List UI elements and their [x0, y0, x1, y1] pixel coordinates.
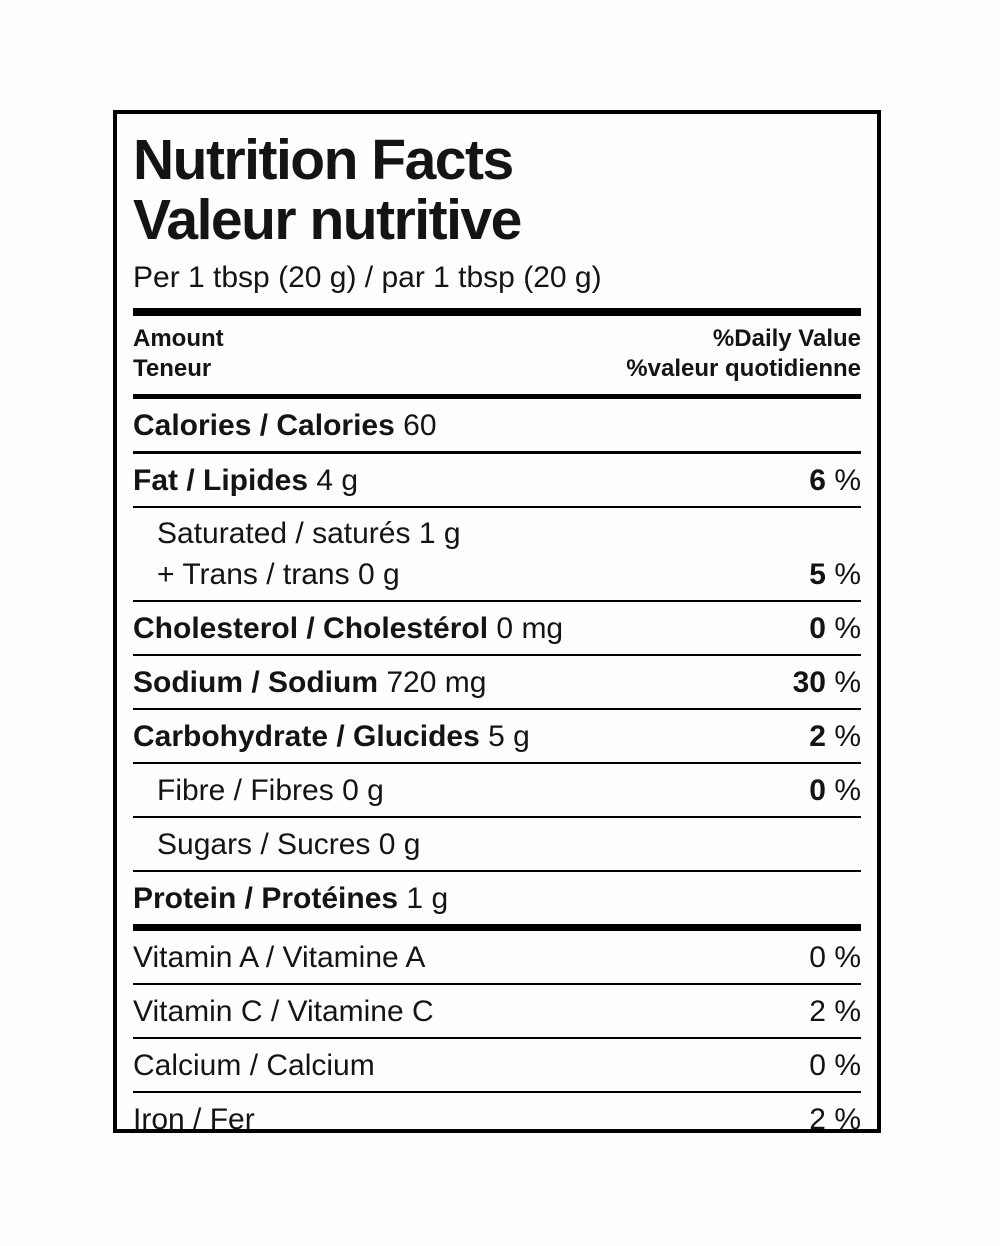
row-calories: Calories / Calories 60 — [133, 399, 861, 454]
carbohydrate-daily-value: 2 % — [809, 719, 861, 754]
iron-daily-value: 2 % — [809, 1102, 861, 1133]
saturated-line: Saturated / saturés 1 g — [157, 516, 461, 551]
carbohydrate-name-bold: Carbohydrate / Glucides — [133, 720, 480, 753]
vitamin-a-daily-value-number: 0 — [809, 941, 826, 974]
carbohydrate-amount: 5 g — [488, 720, 530, 753]
trans-line: + Trans / trans 0 g — [157, 557, 461, 592]
label-title-fr: Valeur nutritive — [133, 188, 522, 252]
daily-value-header: %Daily Value %valeur quotidienne — [626, 324, 861, 384]
carbohydrate-name: Carbohydrate / Glucides 5 g — [133, 719, 530, 754]
amount-header-fr: Teneur — [133, 355, 212, 382]
percent-sign: % — [834, 612, 861, 645]
fibre-name-text: Fibre / Fibres — [157, 774, 334, 807]
row-sodium: Sodium / Sodium 720 mg 30 % — [133, 656, 861, 710]
fat-daily-value-number: 6 — [809, 464, 826, 497]
row-fat: Fat / Lipides 4 g 6 % — [133, 454, 861, 508]
vitamin-c-name: Vitamin C / Vitamine C — [133, 995, 434, 1028]
row-sugars: Sugars / Sucres 0 g — [133, 818, 861, 872]
fat-name-bold: Fat / Lipides — [133, 464, 309, 497]
sugars-amount: 0 g — [378, 828, 421, 861]
vitamin-c-daily-value: 2 % — [809, 994, 861, 1029]
sodium-daily-value-number: 30 — [792, 666, 826, 699]
calcium-name: Calcium / Calcium — [133, 1049, 375, 1082]
row-cholesterol: Cholesterol / Cholestérol 0 mg 0 % — [133, 602, 861, 656]
fibre-name: Fibre / Fibres 0 g — [133, 773, 384, 808]
percent-sign: % — [834, 720, 861, 753]
percent-sign: % — [834, 558, 861, 591]
iron-daily-value-number: 2 — [809, 1103, 826, 1133]
sugars-name-text: Sugars / Sucres — [157, 828, 371, 861]
percent-sign: % — [834, 1103, 861, 1133]
saturated-amount: 1 g — [418, 517, 461, 550]
trans-name: + Trans / trans — [157, 558, 350, 591]
sugars-name: Sugars / Sucres 0 g — [133, 827, 421, 862]
cholesterol-amount: 0 mg — [496, 612, 564, 645]
row-carbohydrate: Carbohydrate / Glucides 5 g 2 % — [133, 710, 861, 764]
row-vitamin-a: Vitamin A / Vitamine A 0 % — [133, 931, 861, 985]
percent-sign: % — [834, 995, 861, 1028]
row-iron: Iron / Fer 2 % — [133, 1093, 861, 1133]
calcium-daily-value-number: 0 — [809, 1049, 826, 1082]
row-fibre: Fibre / Fibres 0 g 0 % — [133, 764, 861, 818]
sodium-amount: 720 mg — [386, 666, 487, 699]
saturated-name: Saturated / saturés — [157, 517, 411, 550]
cholesterol-name-bold: Cholesterol / Cholestérol — [133, 612, 489, 645]
fibre-daily-value: 0 % — [809, 773, 861, 808]
separator-thick-top — [133, 308, 861, 316]
calories-name-bold: Calories / Calories — [133, 409, 395, 442]
calories-name: Calories / Calories 60 — [133, 408, 437, 443]
row-vitamin-c: Vitamin C / Vitamine C 2 % — [133, 985, 861, 1039]
percent-sign: % — [834, 1049, 861, 1082]
trans-amount: 0 g — [357, 558, 400, 591]
serving-size: Per 1 tbsp (20 g) / par 1 tbsp (20 g) — [133, 261, 602, 294]
cholesterol-daily-value: 0 % — [809, 611, 861, 646]
sodium-daily-value: 30 % — [793, 665, 861, 700]
label-title-en: Nutrition Facts — [133, 128, 514, 192]
label-title: Nutrition Facts Valeur nutritive — [133, 130, 861, 250]
percent-sign: % — [834, 774, 861, 807]
amount-header-en: Amount — [133, 325, 224, 352]
calcium-daily-value: 0 % — [809, 1048, 861, 1083]
cholesterol-name: Cholesterol / Cholestérol 0 mg — [133, 611, 563, 646]
vitamin-c-daily-value-number: 2 — [809, 995, 826, 1028]
separator-medium-header — [133, 394, 861, 399]
row-calcium: Calcium / Calcium 0 % — [133, 1039, 861, 1093]
percent-sign: % — [834, 941, 861, 974]
protein-amount: 1 g — [406, 882, 449, 915]
amount-header: Amount Teneur — [133, 324, 224, 384]
iron-name: Iron / Fer — [133, 1103, 255, 1133]
saturated-trans-names: Saturated / saturés 1 g + Trans / trans … — [133, 516, 461, 592]
carbohydrate-daily-value-number: 2 — [809, 720, 826, 753]
daily-value-header-fr: %valeur quotidienne — [626, 355, 861, 382]
fat-name: Fat / Lipides 4 g — [133, 463, 358, 498]
vitamin-a-daily-value: 0 % — [809, 940, 861, 975]
sodium-name: Sodium / Sodium 720 mg — [133, 665, 486, 700]
cholesterol-daily-value-number: 0 — [809, 612, 826, 645]
row-protein: Protein / Protéines 1 g — [133, 872, 861, 931]
protein-name: Protein / Protéines 1 g — [133, 881, 448, 916]
saturated-trans-daily-value-number: 5 — [809, 558, 826, 591]
sodium-name-bold: Sodium / Sodium — [133, 666, 378, 699]
daily-value-header-en: %Daily Value — [712, 325, 861, 352]
fibre-amount: 0 g — [342, 774, 384, 807]
nutrition-facts-label: Nutrition Facts Valeur nutritive Per 1 t… — [113, 110, 881, 1133]
percent-sign: % — [834, 666, 861, 699]
fat-amount: 4 g — [316, 464, 359, 497]
column-header: Amount Teneur %Daily Value %valeur quoti… — [133, 316, 861, 394]
fat-daily-value: 6 % — [809, 463, 861, 498]
calories-amount: 60 — [403, 409, 437, 442]
fibre-daily-value-number: 0 — [809, 774, 826, 807]
percent-sign: % — [834, 464, 861, 497]
protein-name-bold: Protein / Protéines — [133, 882, 399, 915]
saturated-trans-daily-value: 5 % — [809, 557, 861, 592]
vitamin-a-name: Vitamin A / Vitamine A — [133, 941, 426, 974]
row-saturated-trans: Saturated / saturés 1 g + Trans / trans … — [133, 508, 861, 602]
